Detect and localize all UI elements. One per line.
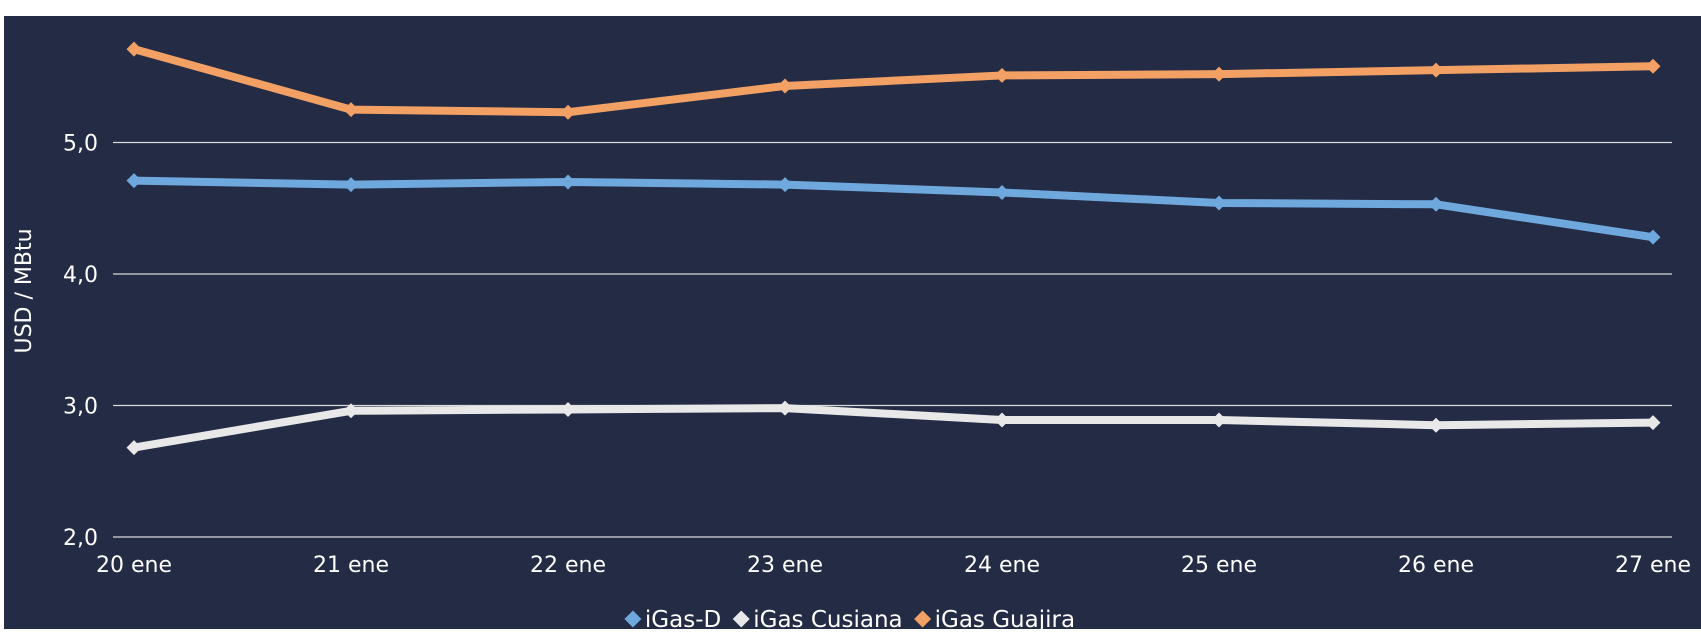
y-tick-label: 4,0	[63, 263, 98, 288]
data-point-marker	[777, 78, 793, 94]
y-axis-label: USD / MBtu	[12, 228, 37, 353]
data-point-marker	[126, 173, 142, 189]
y-tick-labels: 2,0 3,0 4,0 5,0	[63, 132, 98, 552]
data-point-marker	[1645, 58, 1661, 74]
series-1	[126, 400, 1661, 456]
data-point-marker	[1211, 195, 1227, 211]
series-2	[126, 41, 1661, 120]
data-point-marker	[560, 174, 576, 190]
data-point-marker	[560, 401, 576, 417]
data-point-marker	[994, 412, 1010, 428]
data-point-marker	[343, 177, 359, 193]
y-tick-label: 3,0	[63, 395, 98, 420]
x-tick-label: 21 ene	[313, 553, 389, 578]
data-point-marker	[126, 440, 142, 456]
y-tick-label: 2,0	[63, 526, 98, 551]
data-point-marker	[1428, 417, 1444, 433]
legend-label: iGas-D	[645, 607, 721, 629]
series-line	[130, 404, 1657, 452]
plot-background	[4, 16, 1701, 629]
series-lines	[126, 41, 1661, 456]
legend: iGas-D iGas Cusiana iGas Guajira	[624, 607, 1075, 633]
x-tick-label: 22 ene	[530, 553, 606, 578]
series-line	[130, 176, 1657, 242]
x-tick-labels: 20 ene 21 ene 22 ene 23 ene 24 ene 25 ene 26 e…	[96, 553, 1691, 578]
gridlines	[113, 141, 1672, 538]
data-point-marker	[343, 102, 359, 118]
x-tick-label: 24 ene	[964, 553, 1040, 578]
x-tick-label: 27 ene	[1615, 553, 1691, 578]
data-point-marker	[1428, 62, 1444, 78]
legend-label: iGas Guajira	[935, 607, 1075, 629]
series-line	[130, 45, 1657, 117]
data-point-marker	[560, 104, 576, 120]
series-0	[126, 173, 1661, 245]
legend-marker-icon	[732, 610, 750, 628]
data-point-marker	[343, 403, 359, 419]
legend-label: iGas Cusiana	[753, 607, 902, 629]
x-tick-label: 25 ene	[1181, 553, 1257, 578]
data-point-marker	[1428, 196, 1444, 212]
data-point-marker	[1211, 412, 1227, 428]
data-point-marker	[126, 41, 142, 57]
data-point-marker	[1211, 66, 1227, 82]
data-point-marker	[994, 67, 1010, 83]
data-point-marker	[1645, 229, 1661, 245]
y-tick-label: 5,0	[63, 132, 98, 157]
x-tick-label: 23 ene	[747, 553, 823, 578]
legend-marker-icon	[914, 610, 932, 628]
data-point-marker	[994, 184, 1010, 200]
data-point-marker	[777, 177, 793, 193]
data-point-marker	[777, 400, 793, 416]
legend-marker-icon	[624, 610, 642, 628]
x-tick-label: 26 ene	[1398, 553, 1474, 578]
data-point-marker	[1645, 415, 1661, 431]
x-tick-label: 20 ene	[96, 553, 172, 578]
